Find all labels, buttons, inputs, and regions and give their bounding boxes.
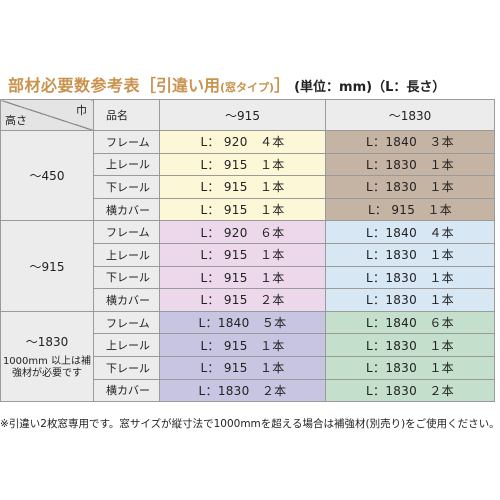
- part-name: 横カバー: [93, 197, 160, 222]
- table-row: 横カバー L： 915 ２本 L：1830 １本: [1, 288, 495, 312]
- height-group-1830: ～1830 1000mm 以上は補強材が必要です: [0, 310, 94, 403]
- height-group-450: ～450: [0, 129, 94, 222]
- value-cell: L： 920 ４本: [159, 130, 326, 154]
- value-cell: L：1840 ６本: [325, 310, 495, 335]
- height-value: ～915: [29, 259, 65, 274]
- part-name: フレーム: [93, 220, 160, 244]
- table-row: 下レール L： 915 １本 L：1830 １本: [1, 175, 495, 199]
- value-cell: L：1830 ２本: [325, 378, 495, 403]
- table-row: 下レール L： 915 １本 L：1830 １本: [1, 265, 495, 290]
- part-name: 上レール: [93, 333, 160, 357]
- title-bracket: ［引違い用: [140, 76, 221, 95]
- header-row: 巾 高さ 品名 ～915 ～1830: [0, 99, 495, 131]
- part-name: 横カバー: [93, 288, 160, 312]
- parts-table: 巾 高さ 品名 ～915 ～1830 ～450 フレーム L： 920 ４本 L…: [0, 99, 495, 403]
- value-cell: L： 915 １本: [159, 265, 326, 290]
- value-cell: L：1840 ４本: [325, 220, 495, 244]
- height-label: 高さ: [5, 114, 27, 127]
- value-cell: L：1840 ３本: [325, 130, 495, 154]
- title-sub: (窓タイプ): [220, 81, 275, 94]
- page-title: 部材必要数参考表［引違い用(窓タイプ)］ (単位：mm)（L：長さ）: [8, 72, 446, 95]
- value-cell: L： 915 １本: [325, 197, 495, 222]
- part-name: フレーム: [93, 310, 160, 335]
- reinforcement-note: 1000mm 以上は補強材が必要です: [2, 355, 92, 379]
- value-cell: L：1830 １本: [325, 333, 495, 357]
- table-row: ～1830 1000mm 以上は補強材が必要です フレーム L：1840 ５本 …: [0, 310, 495, 403]
- value-cell: L： 915 １本: [159, 152, 326, 177]
- height-value: ～450: [29, 169, 65, 184]
- value-cell: L： 915 １本: [159, 175, 326, 199]
- table-row: ～915 フレーム L： 920 ６本 L：1840 ４本: [0, 220, 495, 312]
- value-cell: L：1830 １本: [325, 152, 495, 177]
- value-cell: L： 920 ６本: [159, 220, 326, 244]
- value-cell: L： 915 １本: [159, 197, 326, 222]
- height-value: ～1830: [25, 334, 69, 349]
- part-name: 横カバー: [93, 378, 160, 403]
- title-unit: (単位：mm)（L：長さ）: [294, 80, 446, 95]
- value-cell: L：1830 ２本: [159, 378, 326, 403]
- table-row: 上レール L： 915 １本 L：1830 １本: [1, 242, 495, 267]
- part-name: 下レール: [93, 175, 160, 199]
- part-name: フレーム: [93, 130, 160, 154]
- table-row: 横カバー L：1830 ２本 L：1830 ２本: [1, 378, 495, 403]
- value-cell: L：1830 １本: [325, 265, 495, 290]
- title-bracket-close: ］: [274, 76, 291, 95]
- width-label: 巾: [76, 104, 87, 117]
- value-cell: L：1830 １本: [325, 288, 495, 312]
- value-cell: L： 915 １本: [159, 333, 326, 357]
- value-cell: L：1840 ５本: [159, 310, 326, 335]
- value-cell: L：1830 １本: [325, 355, 495, 380]
- table-row: 上レール L： 915 １本 L：1830 １本: [1, 152, 495, 177]
- part-name: 下レール: [93, 265, 160, 290]
- value-cell: L：1830 １本: [325, 175, 495, 199]
- col-header-915: ～915: [159, 99, 326, 131]
- part-name: 上レール: [93, 242, 160, 267]
- part-name: 上レール: [93, 152, 160, 177]
- col-header-1830: ～1830: [325, 99, 495, 131]
- part-name: 下レール: [93, 355, 160, 380]
- value-cell: L： 915 １本: [159, 355, 326, 380]
- table-row: 下レール L： 915 １本 L：1830 １本: [1, 355, 495, 380]
- value-cell: L： 915 ２本: [159, 288, 326, 312]
- value-cell: L： 915 １本: [159, 242, 326, 267]
- part-header: 品名: [93, 99, 160, 131]
- footnote: ※引違い2枚窓専用です。窓サイズが縦寸法で1000mmを超える場合は補強材(別売…: [0, 418, 500, 430]
- value-cell: L：1830 １本: [325, 242, 495, 267]
- corner-cell: 巾 高さ: [0, 99, 94, 131]
- table-row: ～450 フレーム L： 920 ４本 L：1840 ３本: [0, 129, 495, 222]
- title-main: 部材必要数参考表: [8, 76, 141, 95]
- height-group-915: ～915: [0, 220, 94, 312]
